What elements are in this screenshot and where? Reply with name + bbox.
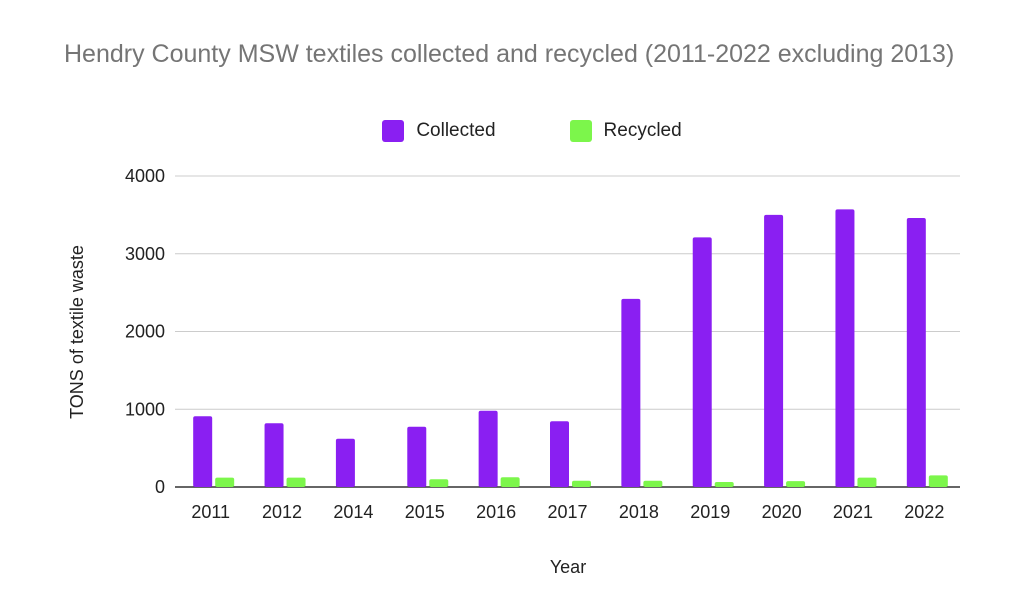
y-tick-label: 1000 bbox=[125, 399, 165, 419]
x-tick-label: 2020 bbox=[762, 502, 802, 522]
y-tick-label: 2000 bbox=[125, 322, 165, 342]
y-tick-label: 3000 bbox=[125, 244, 165, 264]
y-tick-labels: 0 1000 2000 3000 4000 bbox=[125, 166, 165, 497]
legend-swatch-collected bbox=[382, 120, 405, 142]
x-tick-labels: 2011 2012 2014 2015 2016 2017 2018 2019 2020 2021… bbox=[191, 502, 944, 522]
x-tick-label: 2022 bbox=[904, 502, 944, 522]
bar-recycled-2018 bbox=[643, 480, 663, 487]
bar-recycled-2017 bbox=[572, 480, 591, 487]
bars bbox=[193, 209, 948, 488]
bar-recycled-2012 bbox=[286, 477, 306, 487]
x-tick-label: 2015 bbox=[405, 502, 445, 522]
bar-collected-2020 bbox=[764, 214, 784, 487]
legend-swatch-recycled bbox=[569, 120, 592, 142]
bar-collected-2014 bbox=[335, 438, 355, 487]
bar-recycled-2016 bbox=[500, 477, 520, 487]
x-tick-label: 2018 bbox=[619, 502, 659, 522]
bar-recycled-2021 bbox=[857, 477, 877, 487]
x-tick-label: 2021 bbox=[833, 502, 873, 522]
bar-collected-2022 bbox=[906, 217, 926, 488]
bar-collected-2016 bbox=[478, 410, 498, 487]
y-tick-label: 0 bbox=[155, 477, 165, 497]
bar-collected-2011 bbox=[193, 416, 213, 487]
x-tick-label: 2014 bbox=[333, 502, 373, 522]
bar-collected-2012 bbox=[264, 423, 284, 487]
x-tick-label: 2011 bbox=[191, 502, 230, 522]
bar-collected-2021 bbox=[835, 209, 855, 487]
x-tick-label: 2016 bbox=[476, 502, 516, 522]
bar-collected-2019 bbox=[692, 237, 712, 487]
x-axis-title: Year bbox=[550, 557, 586, 577]
bar-recycled-2015 bbox=[429, 479, 449, 487]
bar-recycled-2011 bbox=[215, 477, 235, 487]
legend: Collected Recycled bbox=[0, 120, 1024, 142]
x-tick-label: 2017 bbox=[547, 502, 587, 522]
legend-label-collected: Collected bbox=[416, 120, 496, 141]
bar-collected-2015 bbox=[407, 426, 427, 487]
chart-title: Hendry County MSW textiles collected and… bbox=[64, 40, 955, 68]
legend-item-collected: Collected bbox=[382, 120, 496, 142]
legend-item-recycled: Recycled bbox=[569, 120, 682, 142]
x-tick-label: 2012 bbox=[262, 502, 302, 522]
bar-recycled-2020 bbox=[786, 481, 806, 487]
bar-recycled-2019 bbox=[714, 481, 734, 487]
legend-label-recycled: Recycled bbox=[603, 120, 682, 141]
bar-collected-2018 bbox=[621, 298, 641, 487]
y-axis-title: TONS of textile waste bbox=[67, 245, 87, 419]
gridlines bbox=[175, 175, 960, 488]
bar-collected-2017 bbox=[550, 421, 569, 487]
bar-recycled-2022 bbox=[928, 475, 948, 487]
x-tick-label: 2019 bbox=[690, 502, 730, 522]
y-tick-label: 4000 bbox=[125, 166, 165, 186]
